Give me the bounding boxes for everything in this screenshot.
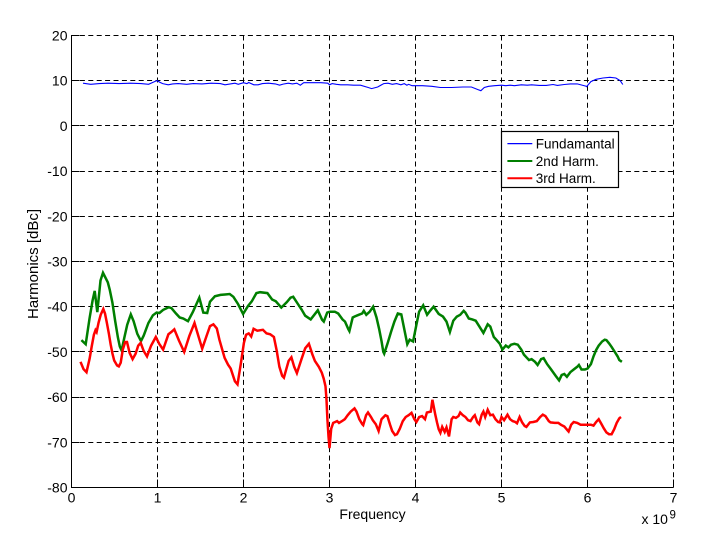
svg-text:10: 10 [52,73,68,89]
svg-text:-10: -10 [47,163,67,179]
svg-text:9: 9 [670,510,676,522]
svg-text:3rd Harm.: 3rd Harm. [536,171,596,186]
svg-text:x 10: x 10 [642,511,669,527]
svg-text:7: 7 [670,489,678,505]
svg-text:5: 5 [498,489,506,505]
svg-text:-60: -60 [47,389,67,405]
svg-text:-40: -40 [47,299,67,315]
svg-text:20: 20 [52,28,68,44]
svg-text:-30: -30 [47,254,67,270]
svg-text:2nd Harm.: 2nd Harm. [536,154,599,169]
svg-text:-20: -20 [47,208,67,224]
svg-text:2: 2 [240,489,248,505]
svg-text:0: 0 [68,489,76,505]
svg-text:-50: -50 [47,344,67,360]
svg-text:3: 3 [326,489,334,505]
svg-text:Frequency: Frequency [339,506,405,522]
svg-text:4: 4 [412,489,420,505]
svg-text:Fundamantal: Fundamantal [536,136,615,151]
svg-text:0: 0 [60,118,68,134]
svg-text:6: 6 [584,489,592,505]
svg-text:-80: -80 [47,480,67,496]
svg-text:Harmonics [dBc]: Harmonics [dBc] [25,209,42,319]
svg-text:1: 1 [154,489,162,505]
svg-text:-70: -70 [47,434,67,450]
